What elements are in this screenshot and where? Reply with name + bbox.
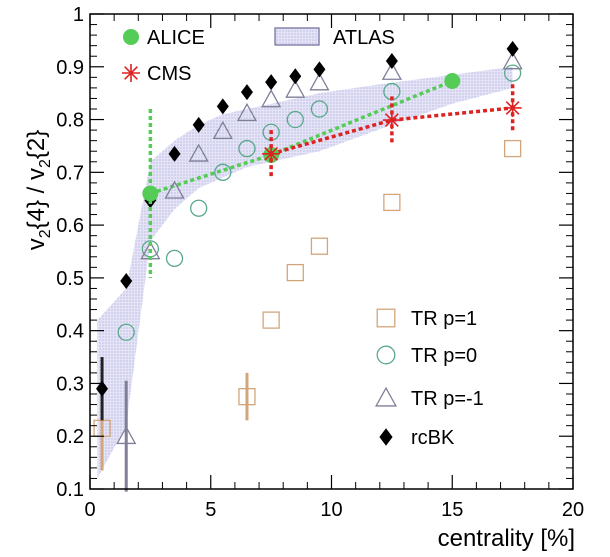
tr-p-1-point-1 (238, 387, 256, 406)
tr-p-0-point-8 (310, 100, 329, 118)
x-axis-title: centrality [%] (438, 525, 575, 552)
rcbk-point-4 (192, 116, 205, 133)
y-tick-label-4: 0.5 (56, 268, 84, 290)
y-tick-label-0: 0.1 (56, 479, 84, 501)
y-axis-title: v2{4} / v2{2} (23, 130, 54, 251)
y-tick-label-9: 1 (73, 4, 84, 26)
tr-p-1-point-2 (164, 180, 185, 199)
x-tick-label-1: 5 (205, 499, 216, 521)
legend-label-tr-p-1: TR p=1 (411, 308, 477, 330)
y-tick-label-8: 0.9 (56, 57, 84, 79)
y-axis-title-mid: {4} / v (23, 168, 50, 229)
x-tick-label-2: 10 (320, 499, 342, 521)
tr-p-0-point-4 (214, 163, 232, 181)
tr-p-1-point-6 (503, 139, 522, 158)
atlas-band (97, 66, 513, 479)
tr-p-1-point-10 (502, 51, 523, 70)
legend-label-alice: ALICE (147, 27, 205, 49)
rcbk-point-9 (313, 61, 326, 78)
cms-point-0 (262, 144, 281, 163)
rcbk-point-8 (289, 68, 302, 85)
x-tick-label-3: 15 (441, 499, 463, 521)
x-tick-label-0: 0 (84, 499, 95, 521)
legend-marker-tr-p-0 (376, 345, 396, 365)
legend-marker-rcbk (379, 428, 393, 446)
tr-p-0-point-7 (286, 110, 304, 129)
y-axis-title-v1: v (23, 238, 50, 250)
legend: ALICE ATLAS CMS TR p=1 TR p=0 TR p=-1 rcBK (122, 27, 484, 449)
tr-p-1-point-7 (285, 79, 306, 98)
tr-p-0-point-10 (503, 64, 522, 82)
tr-p-0-point-2 (165, 249, 184, 268)
legend-marker-cms (122, 64, 140, 82)
tr-p-0-point-3 (190, 199, 208, 217)
alice-point-0 (142, 185, 159, 202)
rcbk-point-7 (265, 74, 278, 91)
alice-point-2 (444, 73, 461, 90)
tr-p-1-point-5 (236, 102, 258, 122)
legend-label-atlas: ATLAS (333, 27, 395, 49)
data-points-layer (93, 40, 523, 492)
tr-p-1-point-5 (383, 193, 401, 212)
y-axis-title-sub2: 2 (37, 159, 54, 168)
tr-p-1-point-0 (116, 425, 137, 445)
y-tick-label-6: 0.7 (56, 162, 84, 184)
legend-swatch-atlas (274, 27, 320, 46)
tr-p-1-point-8 (309, 72, 330, 91)
legend-marker-tr-p-1 (376, 308, 396, 328)
rcbk-point-0 (96, 380, 109, 397)
y-tick-label-1: 0.2 (56, 426, 84, 448)
legend-marker-tr-p-1 (374, 386, 398, 407)
tr-p-1-point-9 (381, 61, 402, 80)
rcbk-point-3 (168, 145, 181, 162)
atlas-band-layer (97, 66, 513, 479)
axis-ticks: 0 5 10 15 20 0.1 0.2 0.3 0.4 0.5 0.6 0.7 0.8 0.9 1 (56, 4, 584, 521)
y-tick-label-2: 0.3 (56, 373, 84, 395)
y-tick-label-3: 0.4 (56, 321, 84, 343)
legend-label-tr-p-1: TR p=-1 (411, 388, 484, 410)
cms-line (270, 106, 513, 156)
tr-p-0-point-0 (117, 323, 135, 341)
rcbk-point-11 (506, 40, 519, 57)
rcbk-point-5 (216, 98, 229, 115)
x-tick-label-4: 20 (562, 499, 584, 521)
legend-label-cms: CMS (147, 63, 191, 85)
y-axis-title-sub1: 2 (37, 229, 54, 238)
tr-p-1-point-4 (212, 120, 233, 140)
cms-point-1 (382, 111, 401, 130)
y-tick-label-7: 0.8 (56, 110, 84, 132)
tr-p-1-point-3 (286, 263, 304, 282)
rcbk-point-6 (240, 84, 253, 101)
rcbk-point-1 (120, 273, 133, 290)
tr-p-0-point-5 (238, 139, 256, 158)
cms-point-2 (503, 98, 522, 117)
legend-label-rcbk: rcBK (411, 427, 455, 449)
y-tick-label-5: 0.6 (56, 215, 84, 237)
tr-p-1-point-4 (310, 237, 329, 255)
rcbk-point-10 (385, 52, 398, 69)
tr-p-1-point-2 (262, 311, 280, 329)
legend-marker-alice (123, 29, 139, 45)
y-axis-title-end: {2} (23, 130, 50, 159)
legend-label-tr-p-0: TR p=0 (411, 345, 477, 367)
tr-p-1-point-3 (188, 143, 209, 162)
tr-p-1-point-6 (261, 89, 282, 108)
